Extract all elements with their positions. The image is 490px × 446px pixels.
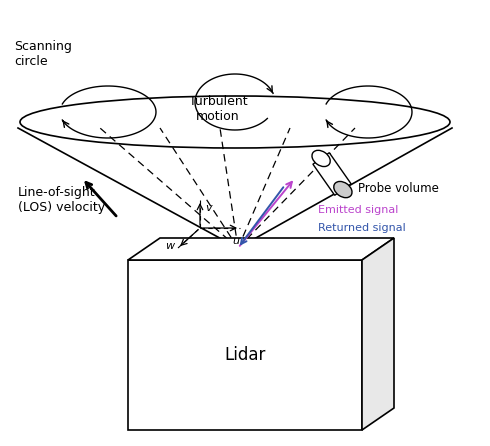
Text: Turbulent
motion: Turbulent motion bbox=[189, 95, 247, 123]
Text: Emitted signal: Emitted signal bbox=[318, 205, 398, 215]
Text: Line-of-sight
(LOS) velocity: Line-of-sight (LOS) velocity bbox=[18, 186, 105, 214]
Polygon shape bbox=[313, 153, 351, 195]
Ellipse shape bbox=[312, 150, 330, 166]
Polygon shape bbox=[128, 238, 394, 260]
Text: w: w bbox=[165, 241, 174, 251]
Text: Probe volume: Probe volume bbox=[358, 182, 439, 194]
Text: v: v bbox=[205, 203, 212, 213]
Polygon shape bbox=[128, 260, 362, 430]
Text: Lidar: Lidar bbox=[224, 346, 266, 364]
Text: Returned signal: Returned signal bbox=[318, 223, 406, 233]
Ellipse shape bbox=[334, 182, 352, 198]
Polygon shape bbox=[362, 238, 394, 430]
Text: u: u bbox=[232, 236, 240, 246]
Text: Scanning
circle: Scanning circle bbox=[14, 40, 72, 68]
